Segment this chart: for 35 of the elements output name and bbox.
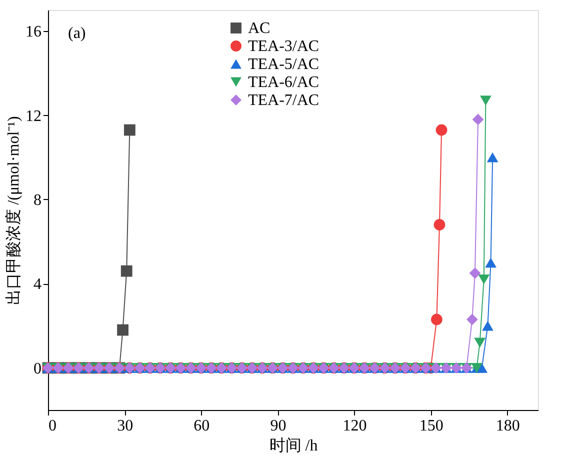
legend-label: TEA-5/AC <box>248 56 320 73</box>
x-axis-title: 时间 /h <box>269 436 318 454</box>
x-tick-label: 120 <box>342 418 367 434</box>
point <box>474 338 486 348</box>
y-tick-label: 12 <box>26 108 42 125</box>
legend-label: TEA-7/AC <box>248 92 320 109</box>
point <box>466 314 478 326</box>
annotation: (a) <box>68 25 86 42</box>
point <box>482 320 494 331</box>
y-tick-label: 4 <box>34 276 42 294</box>
point <box>472 114 484 126</box>
legend-label: TEA-6/AC <box>248 74 320 91</box>
point <box>480 96 492 106</box>
point <box>486 152 498 162</box>
point <box>469 267 481 279</box>
point <box>124 124 136 136</box>
point <box>120 265 132 277</box>
x-tick-label: 0 <box>48 418 56 434</box>
legend-label: AC <box>248 20 270 37</box>
y-axis-title: 出口甲酸浓度 /(μmol·mol⁻¹) <box>4 116 22 305</box>
y-tick-label: 0 <box>34 360 42 378</box>
point <box>117 324 128 336</box>
x-tick-label: 90 <box>270 418 286 434</box>
point <box>478 274 490 284</box>
x-tick-label: 180 <box>496 418 520 434</box>
y-tick-label: 16 <box>26 24 42 41</box>
y-tick-label: 8 <box>34 192 42 209</box>
x-tick-label: 60 <box>194 418 210 434</box>
point <box>430 314 442 326</box>
x-tick-label: 150 <box>419 418 444 434</box>
point <box>434 219 446 230</box>
point <box>436 124 448 136</box>
point <box>485 258 496 268</box>
legend-label: TEA-3/AC <box>248 38 320 55</box>
x-tick-label: 30 <box>117 418 134 434</box>
